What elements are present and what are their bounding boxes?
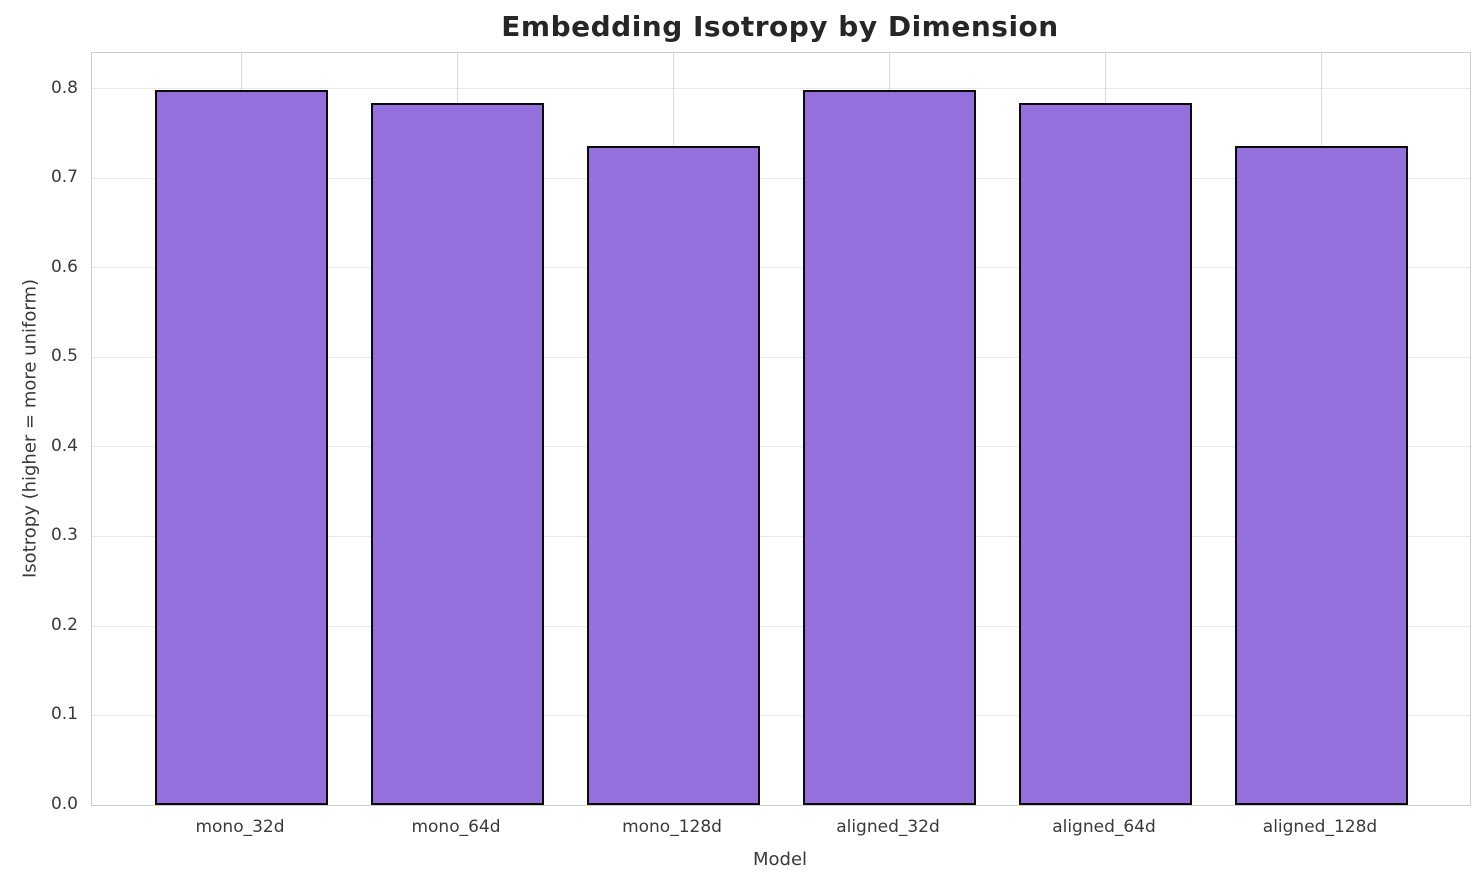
h-gridline [92,625,1470,627]
y-tick-label: 0.2 [50,615,78,635]
h-gridline [92,177,1470,179]
h-gridline [92,267,1470,269]
y-tick-label: 0.3 [50,525,78,545]
bar-aligned_32d [803,90,976,805]
y-tick-label: 0.5 [50,346,78,366]
plot-area [91,52,1471,806]
h-gridline [92,535,1470,537]
h-gridline [92,715,1470,716]
x-tick-label: mono_128d [622,817,722,837]
y-tick-label: 0.8 [50,78,78,98]
bar-mono_128d [587,146,760,805]
y-axis-label: Isotropy (higher = more uniform) [19,279,41,578]
bar-aligned_128d [1235,146,1408,805]
x-tick-label: aligned_64d [1052,817,1156,837]
x-axis-label: Model [752,849,808,870]
chart-title: Embedding Isotropy by Dimension [501,10,1059,43]
h-gridline [92,356,1470,358]
x-tick-label: aligned_32d [836,817,940,837]
h-gridline [92,446,1470,448]
h-gridline [92,88,1470,90]
y-tick-label: 0.6 [50,257,78,277]
x-tick-label: aligned_128d [1262,817,1378,837]
y-tick-label: 0.0 [50,794,78,814]
y-tick-label: 0.7 [50,167,78,187]
x-tick-label: mono_64d [411,817,501,837]
y-tick-label: 0.4 [50,436,78,456]
bar-mono_32d [155,90,328,805]
y-tick-label: 0.1 [50,704,78,724]
bar-mono_64d [371,103,544,805]
x-tick-label: mono_32d [195,817,285,837]
bar-aligned_64d [1019,103,1192,805]
